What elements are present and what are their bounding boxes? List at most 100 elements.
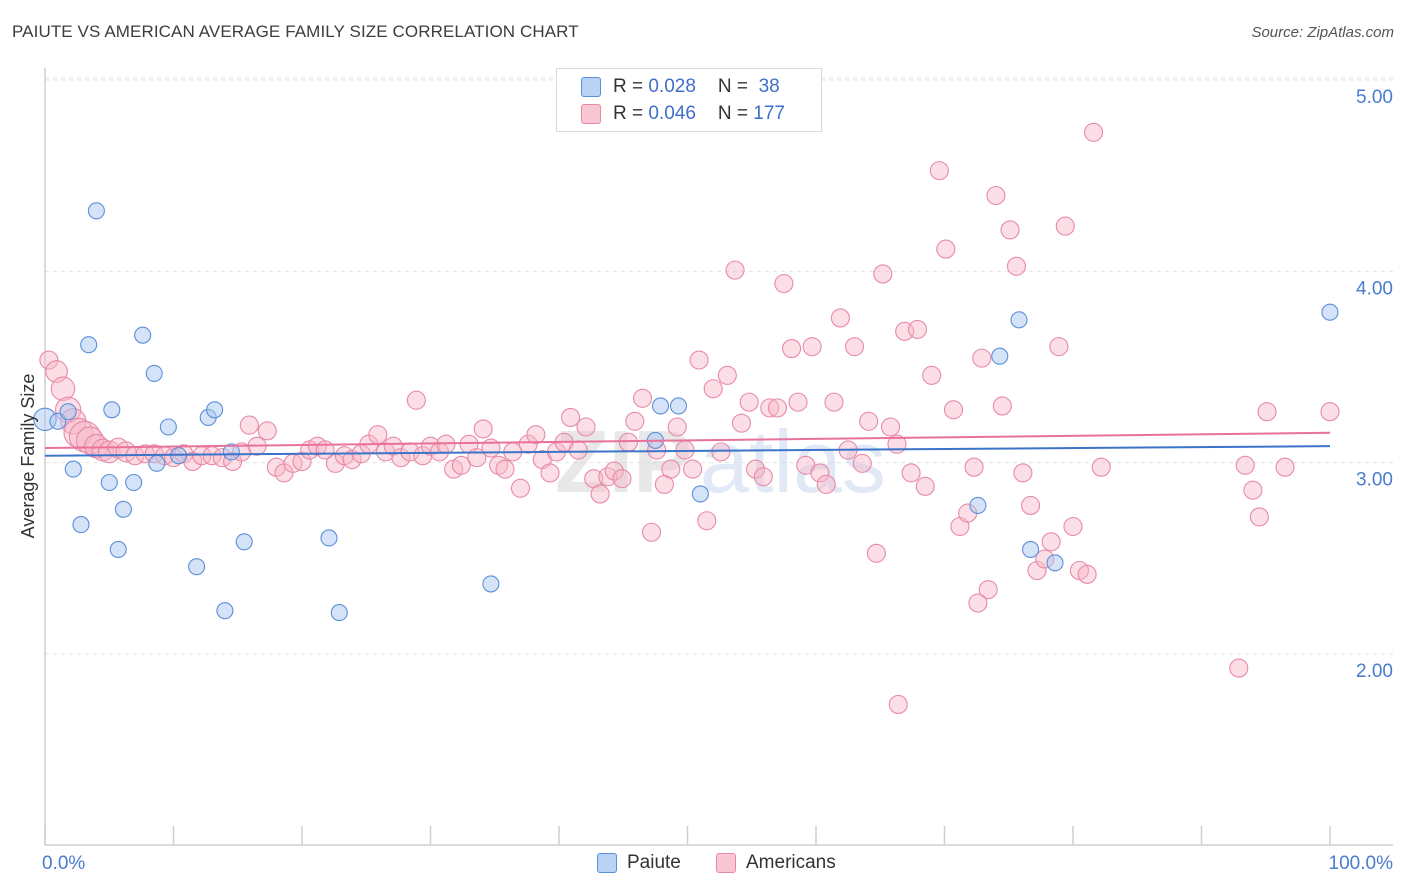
paiute-point [125,473,143,492]
bottom-legend-americans: Americans [716,852,836,874]
legend: R = 0.028 N = 38 R = 0.046 N = 177 [556,68,822,132]
legend-paiute-r-label: R = [613,76,649,97]
americans-point [661,459,681,479]
americans-point [1275,457,1295,477]
americans-swatch-bottom [716,853,736,873]
americans-point [888,694,908,714]
y-tick-labels: 2.00 3.00 4.00 5.00 [1356,87,1393,682]
paiute-swatch-bottom [597,853,617,873]
americans-point [929,161,949,181]
americans-point [873,264,893,284]
americans-point [782,339,802,359]
bottom-legend-paiute: Paiute [597,852,681,874]
americans-point [1006,256,1027,276]
americans-point [683,459,703,479]
americans-point [50,376,76,401]
paiute-point [188,558,206,576]
americans-point [1320,402,1340,422]
americans-point [39,350,59,370]
americans-point [852,453,872,473]
americans-point [1013,463,1033,483]
watermark-zip: ZIP [555,412,692,511]
americans-point [725,260,745,280]
paiute-point [969,496,987,515]
americans-point [767,398,788,418]
y-tick-label: 2.00 [1356,661,1393,682]
americans-point [383,436,403,456]
americans-point [526,425,546,445]
americans-point [1063,516,1083,537]
americans-point [1000,220,1020,240]
americans-point [368,425,388,445]
americans-point [859,411,879,431]
paiute-point [1010,311,1028,329]
americans-point [257,421,277,441]
americans-point [1229,658,1249,678]
paiute-point [87,202,105,220]
legend-row-paiute: R = 0.028 N = 38 [581,75,780,99]
paiute-point [1022,540,1040,559]
americans-point [451,455,471,475]
americans-point [943,400,964,420]
americans-trend-line [44,431,1331,450]
americans-point [576,417,596,437]
paiute-point [72,516,90,534]
legend-americans-r-label: R = [613,103,649,124]
x-tick-label: 100.0% [1329,853,1394,874]
paiute-point [1046,554,1064,572]
americans-point [568,440,588,460]
paiute-point [222,443,240,461]
legend-americans-n-label: N = [717,103,754,124]
americans-point [922,365,942,385]
paiute-point [114,500,132,518]
paiute-point [64,460,82,478]
americans-point [1091,457,1111,477]
y-tick-label: 3.00 [1356,470,1393,491]
americans-point [788,392,808,412]
legend-paiute-n-label: N = [717,76,754,97]
americans-point [936,239,956,259]
paiute-point [991,347,1009,365]
paiute-point [691,485,709,503]
americans-point [1257,402,1277,422]
americans-point [986,185,1006,206]
americans-point [731,413,752,433]
americans-point [420,436,441,456]
paiute-point [1321,303,1339,321]
paiute-point [103,401,121,419]
americans-point [753,467,773,487]
axes [44,68,1393,846]
paiute-point [59,403,77,421]
paiute-point [235,533,253,551]
paiute-point [482,575,500,593]
bottom-legend-paiute-label: Paiute [627,852,681,873]
americans-point [978,580,998,600]
americans-point [625,411,645,431]
legend-paiute-r-value: 0.028 [648,76,696,97]
americans-point [1249,507,1269,527]
americans-point [473,419,493,439]
americans-point [689,350,709,370]
americans-point [866,543,886,563]
y-axis-label: Average Family Size [18,374,38,539]
americans-point [964,457,984,477]
americans-point [717,365,737,385]
americans-point [1027,560,1047,581]
paiute-point [330,604,348,622]
paiute-point [159,418,177,436]
americans-point [703,379,723,399]
americans-point [844,337,865,357]
americans-point [1021,495,1041,516]
paiute-point [206,401,224,419]
paiute-point [80,336,98,354]
americans-point [901,463,921,483]
paiute-point [100,473,118,492]
legend-row-americans: R = 0.046 N = 177 [581,102,785,126]
americans-point [561,407,581,427]
americans-point [604,461,624,481]
gridlines [45,77,1396,655]
paiute-point [320,529,338,547]
watermark-atlas: atlas [700,412,886,511]
americans-point [518,434,538,454]
